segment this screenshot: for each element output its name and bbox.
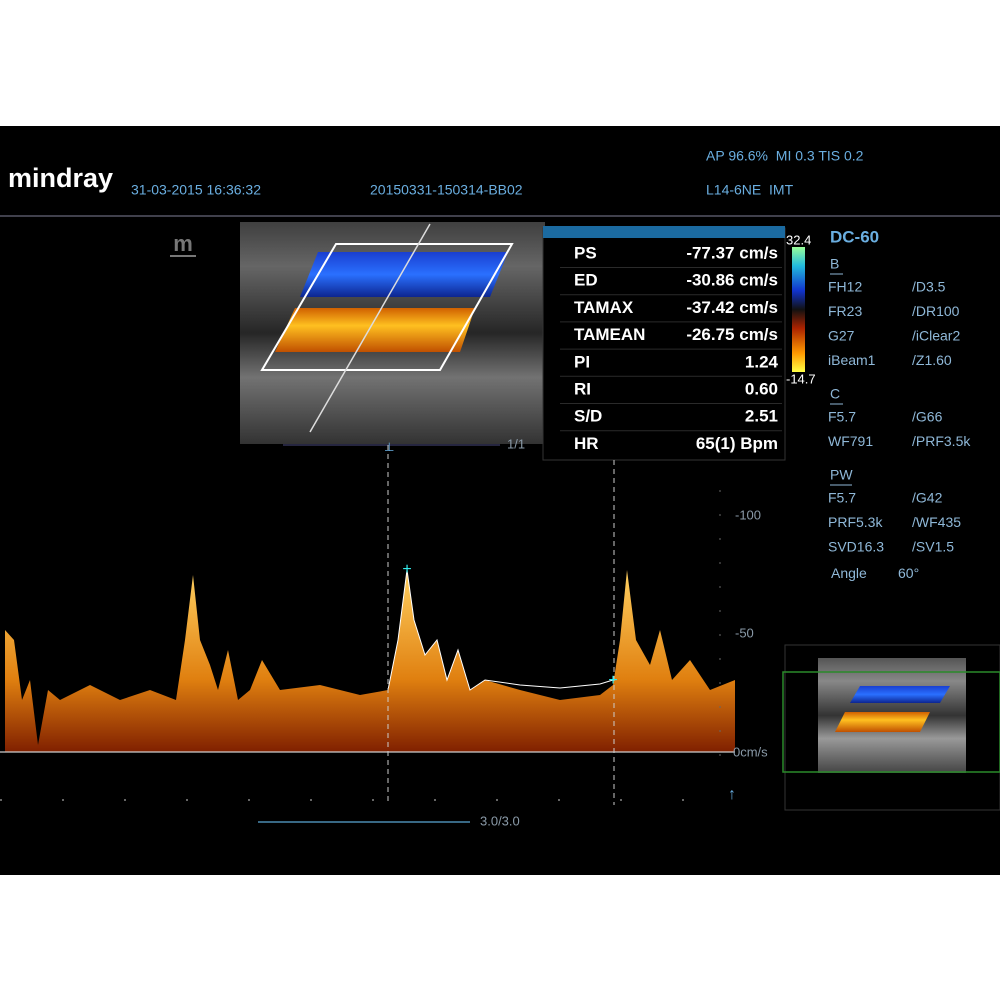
bmode-image: ⊥	[240, 222, 545, 454]
colorbar-min: -14.7	[786, 371, 816, 386]
param-value: /iClear2	[912, 328, 960, 344]
measurement-value: 2.51	[745, 407, 778, 426]
measurement-value: -37.42 cm/s	[686, 298, 778, 317]
param-value: /G42	[912, 490, 943, 506]
measurement-label: TAMEAN	[574, 325, 645, 344]
measurement-label: RI	[574, 379, 591, 398]
measurement-value: 0.60	[745, 379, 778, 398]
svg-text:+: +	[608, 672, 617, 689]
scale-label: 0cm/s	[733, 744, 768, 759]
exam-id: 20150331-150314-BB02	[370, 182, 523, 198]
param-value: /D3.5	[912, 279, 946, 295]
param-name: WF791	[828, 433, 873, 449]
datetime: 31-03-2015 16:36:32	[131, 182, 261, 198]
color-bar	[792, 247, 805, 372]
measurement-label: S/D	[574, 407, 602, 426]
svg-text:+: +	[402, 561, 411, 578]
param-value: /Z1.60	[912, 352, 952, 368]
svg-text:⊥: ⊥	[384, 440, 394, 454]
param-name: F5.7	[828, 409, 856, 425]
thumbnail-image	[782, 644, 1000, 811]
image-counter: 1/1	[507, 436, 525, 451]
param-name: FH12	[828, 279, 862, 295]
param-name: SVD16.3	[828, 539, 884, 555]
measurement-label: HR	[574, 434, 599, 453]
measurement-panel	[542, 226, 786, 461]
param-value: /DR100	[912, 303, 960, 319]
measurement-label: PI	[574, 352, 590, 371]
section-title: PW	[830, 467, 853, 483]
doppler-spectrum: + + ↑	[0, 445, 736, 823]
measurement-value: 1.24	[745, 352, 779, 371]
scale-label: -100	[735, 507, 761, 522]
measurement-value: -77.37 cm/s	[686, 243, 778, 262]
mode-label: DC-60	[830, 227, 879, 246]
side-icon: m	[173, 231, 193, 256]
param-value: /WF435	[912, 514, 961, 530]
param-name: F5.7	[828, 490, 856, 506]
measurement-value: -30.86 cm/s	[686, 271, 778, 290]
measurement-label: PS	[574, 243, 597, 262]
param-name: iBeam1	[828, 352, 876, 368]
param-value: /PRF3.5k	[912, 433, 971, 449]
measurement-label: ED	[574, 271, 598, 290]
section-title: B	[830, 256, 839, 272]
svg-text:↑: ↑	[728, 786, 736, 803]
brand: mindray	[8, 163, 113, 193]
measurement-label: TAMAX	[574, 298, 634, 317]
param-name: PRF5.3k	[828, 514, 883, 530]
sweep-label: 3.0/3.0	[480, 813, 520, 828]
param-name: G27	[828, 328, 855, 344]
measurement-value: -26.75 cm/s	[686, 325, 778, 344]
power-info: AP 96.6% MI 0.3 TIS 0.2	[706, 148, 864, 164]
param-value: 60°	[898, 565, 919, 581]
probe-info: L14-6NE IMT	[706, 182, 794, 198]
param-value: /SV1.5	[912, 539, 954, 555]
colorbar-max: 32.4	[786, 232, 811, 247]
scale-label: -50	[735, 625, 754, 640]
param-value: /G66	[912, 409, 943, 425]
section-title: C	[830, 386, 840, 402]
param-name: FR23	[828, 303, 862, 319]
measurement-value: 65(1) Bpm	[696, 434, 778, 453]
param-name: Angle	[831, 565, 867, 581]
